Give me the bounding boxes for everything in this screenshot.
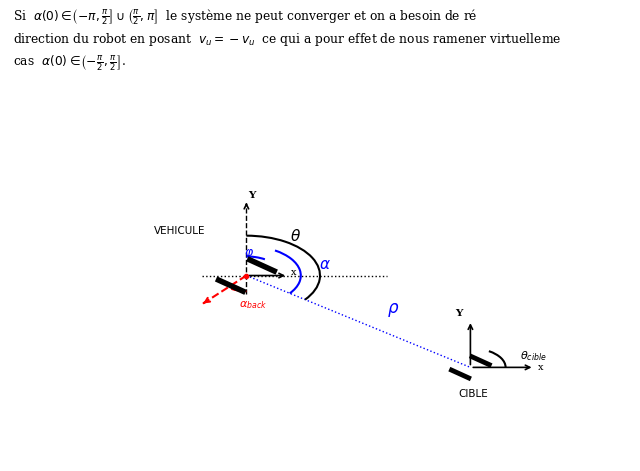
Text: VEHICULE: VEHICULE — [154, 226, 205, 236]
Text: $\alpha_{back}$: $\alpha_{back}$ — [239, 299, 267, 311]
Text: $\alpha$: $\alpha$ — [319, 258, 331, 272]
Text: x: x — [291, 268, 297, 277]
Text: $\theta$: $\theta$ — [290, 228, 301, 244]
Text: Si  $\alpha(0)\in\!\left(-\pi,\frac{\pi}{2}\right]\cup\left(\frac{\pi}{2},\pi\ri: Si $\alpha(0)\in\!\left(-\pi,\frac{\pi}{… — [13, 7, 477, 27]
Text: Y: Y — [455, 309, 463, 318]
Text: direction du robot en posant  $v_u = -v_u$  ce qui a pour effet de nous ramener : direction du robot en posant $v_u = -v_u… — [13, 31, 561, 48]
Text: $\varphi$: $\varphi$ — [244, 247, 254, 261]
Text: CIBLE: CIBLE — [459, 389, 488, 398]
Text: cas  $\alpha(0)\in\!\left(-\frac{\pi}{2},\frac{\pi}{2}\right]$.: cas $\alpha(0)\in\!\left(-\frac{\pi}{2},… — [13, 54, 125, 73]
Text: $\theta_{cible}$: $\theta_{cible}$ — [520, 349, 547, 363]
Text: Y: Y — [248, 191, 256, 200]
Text: x: x — [538, 363, 543, 372]
Text: $\rho$: $\rho$ — [387, 300, 400, 319]
